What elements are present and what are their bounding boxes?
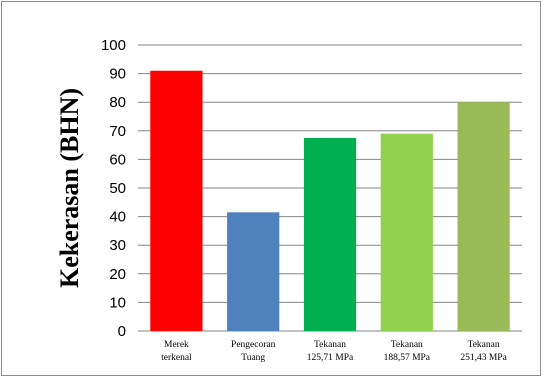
y-tick-label: 80: [109, 94, 126, 111]
y-tick-label: 50: [109, 180, 126, 197]
x-tick-label: Tekanan 188,57 MPa: [384, 340, 431, 363]
y-tick-label: 40: [109, 209, 126, 226]
bar-5: [457, 102, 510, 331]
bar-2: [227, 212, 280, 331]
bar-3: [303, 137, 357, 331]
y-tick-label: 0: [118, 323, 126, 340]
y-tick-label: 100: [101, 37, 126, 54]
y-tick-label: 30: [109, 237, 126, 254]
bars: [150, 70, 510, 332]
bar-4: [380, 133, 433, 331]
x-tick-label: Pengecoran Tuang: [231, 340, 276, 363]
x-tick-label: Merek terkenal: [161, 340, 192, 363]
y-tick-label: 70: [109, 123, 126, 140]
y-tick-label: 10: [109, 294, 126, 311]
y-axis-label: Kekerasan (BHN): [55, 88, 84, 288]
y-tick-label: 20: [109, 266, 126, 283]
x-tick-label: Tekanan 251,43 MPa: [460, 340, 507, 363]
x-tick-labels: Merek terkenal Pengecoran Tuang Tekanan 125,7…: [161, 340, 508, 363]
bar-1: [150, 70, 203, 332]
y-tick-labels: 0 10 20 30 40 50 60 70 80 90 100: [101, 37, 126, 340]
y-tick-label: 90: [109, 66, 126, 83]
x-tick-label: Tekanan 125,71 MPa: [307, 340, 354, 363]
y-tick-label: 60: [109, 151, 126, 168]
